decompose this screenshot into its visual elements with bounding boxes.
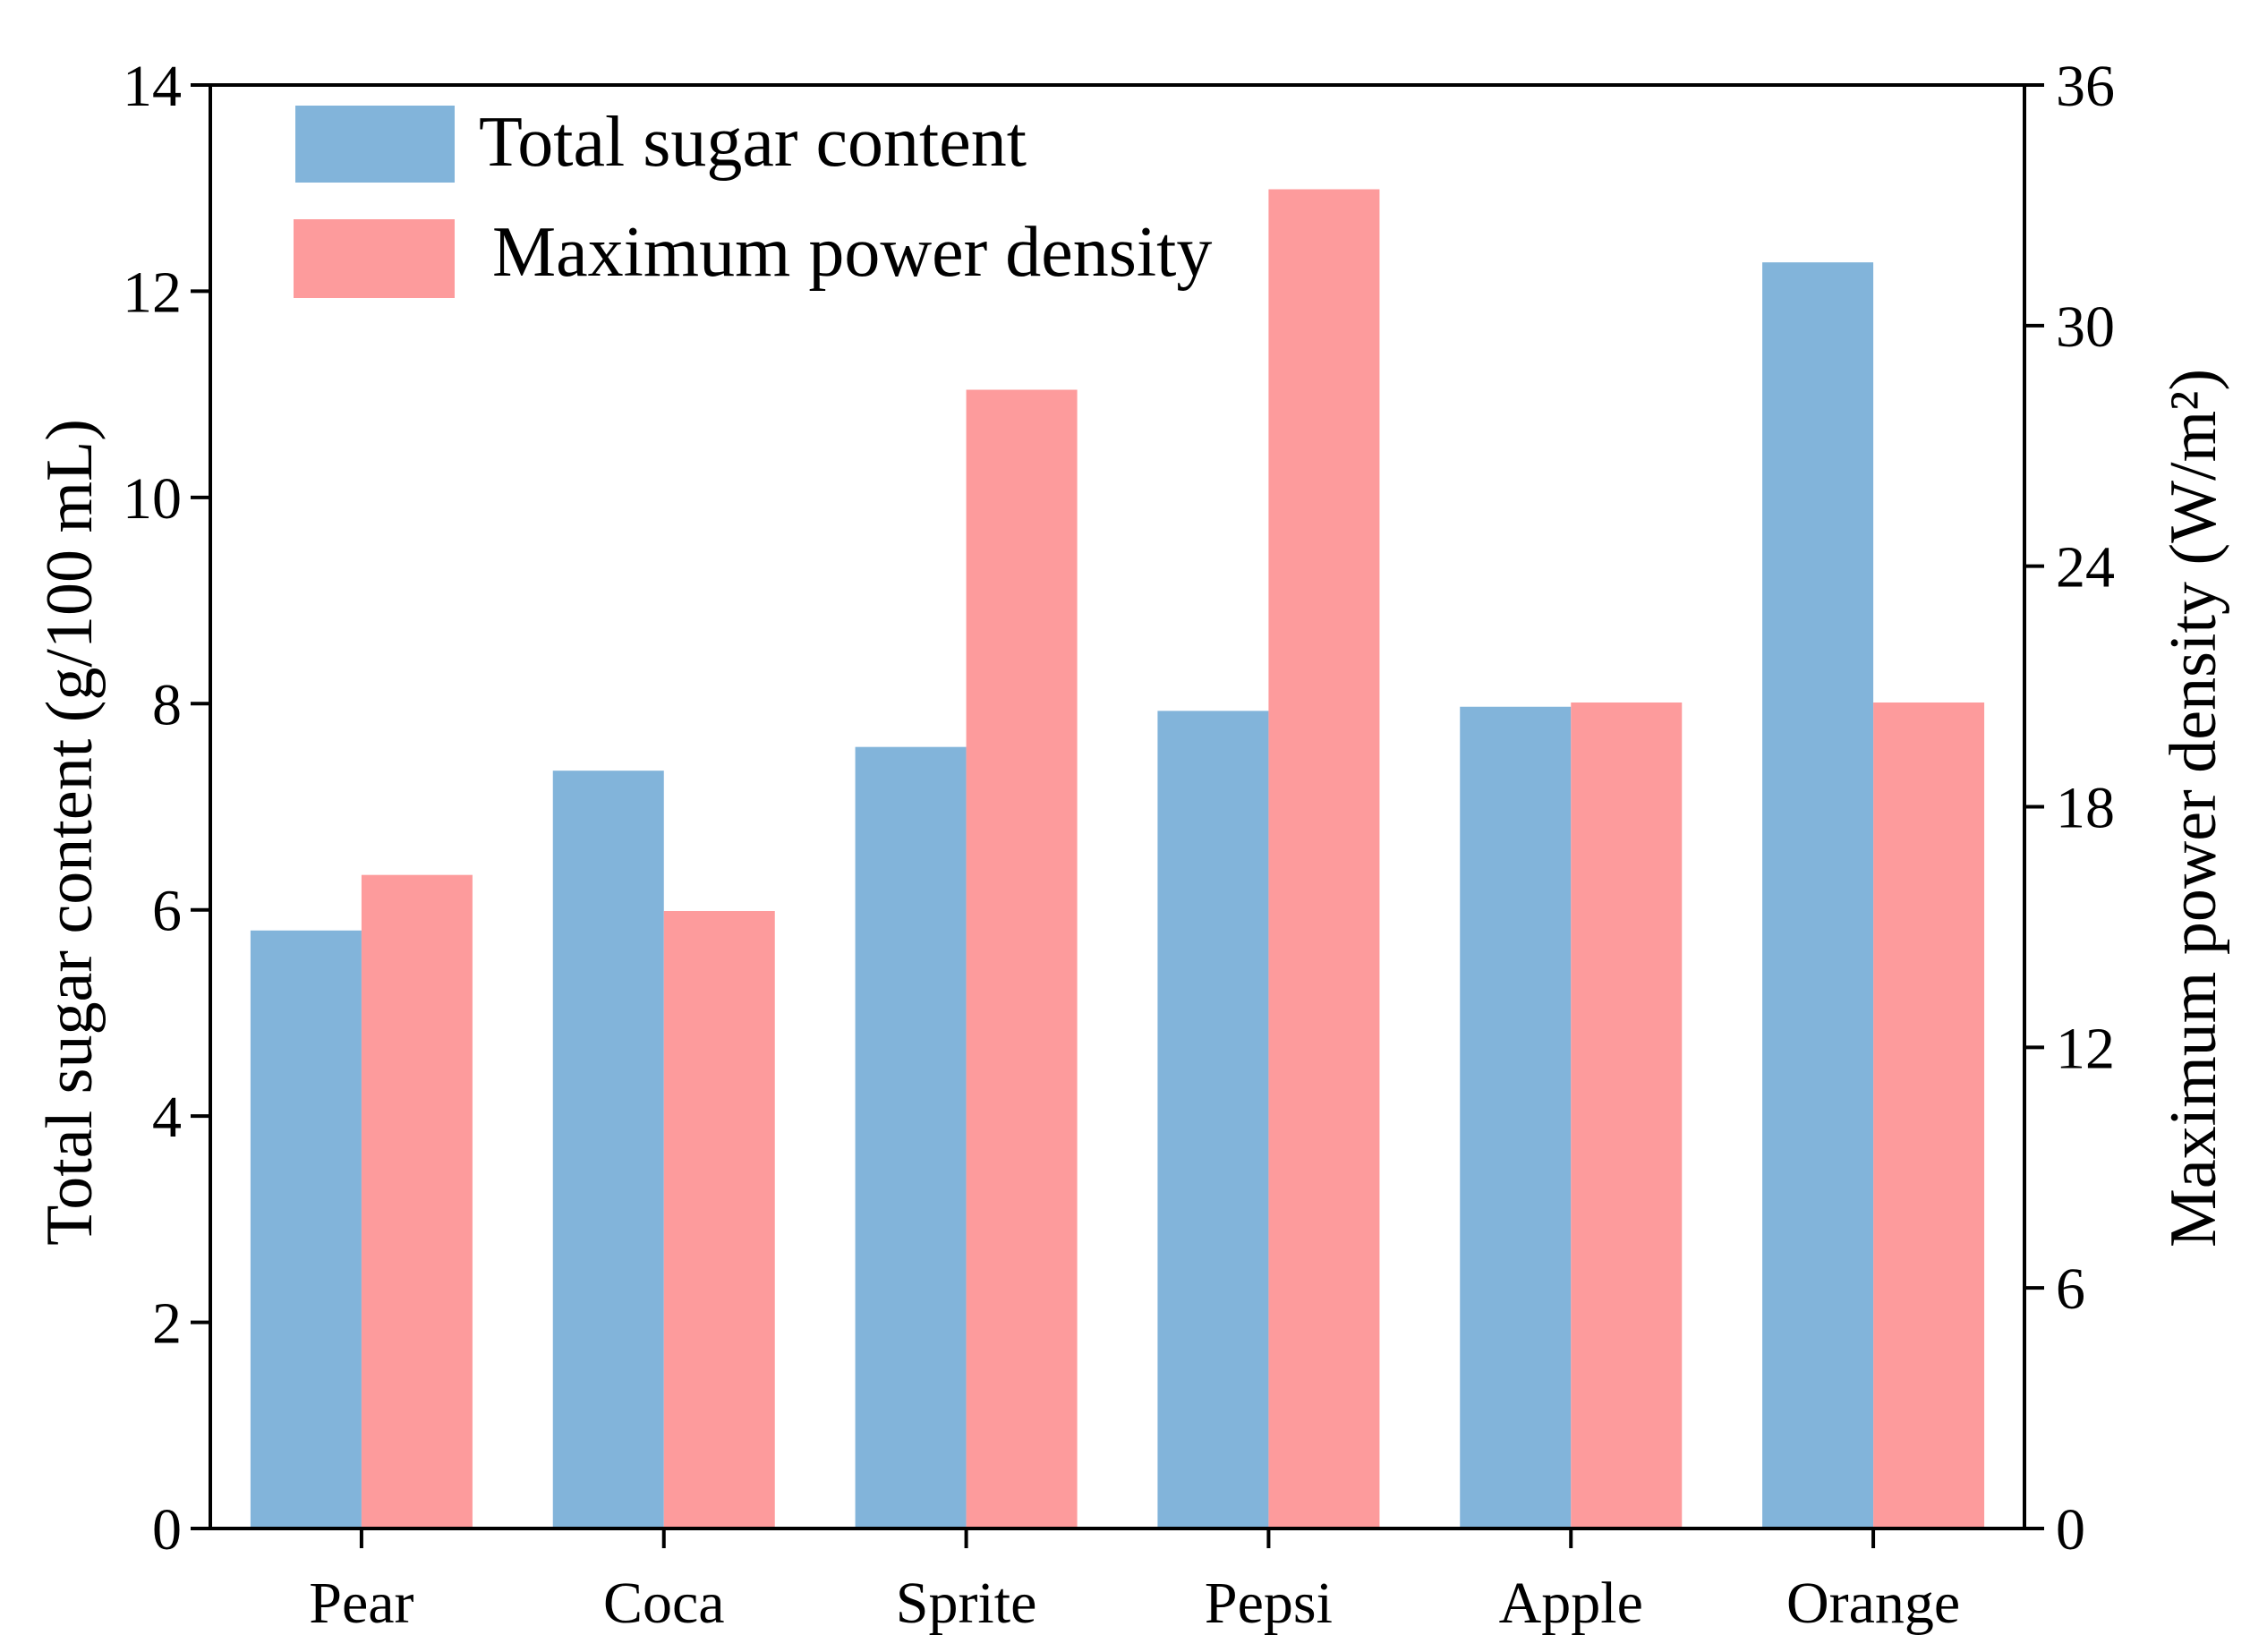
bars-layer bbox=[250, 189, 1985, 1529]
y-tick-label-right: 0 bbox=[2056, 1497, 2085, 1563]
y-tick-label-left: 12 bbox=[123, 260, 182, 325]
legend: Total sugar content Maximum power densit… bbox=[294, 103, 1212, 298]
bar-sugar-apple bbox=[1460, 706, 1572, 1529]
bar-power-sprite bbox=[966, 389, 1078, 1529]
bar-power-apple bbox=[1571, 703, 1683, 1529]
y-tick-label-left: 4 bbox=[152, 1085, 182, 1150]
y-tick-label-left: 2 bbox=[152, 1291, 182, 1357]
x-tick-label-pepsi: Pepsi bbox=[1205, 1571, 1333, 1636]
bar-power-coca bbox=[663, 910, 775, 1529]
bar-sugar-sprite bbox=[855, 746, 967, 1529]
legend-swatch-max-power bbox=[294, 219, 455, 298]
y-axis-title-left: Total sugar content (g/100 mL) bbox=[33, 419, 107, 1246]
y-tick-label-left: 8 bbox=[152, 672, 182, 737]
plot-frame bbox=[209, 83, 2026, 1530]
y-tick-label-right: 24 bbox=[2056, 535, 2115, 600]
x-tick-label-apple: Apple bbox=[1499, 1571, 1643, 1636]
y-tick-label-right: 30 bbox=[2056, 294, 2115, 360]
y-tick-label-right: 18 bbox=[2056, 776, 2115, 841]
x-tick-label-pear: Pear bbox=[309, 1571, 413, 1636]
y-tick-label-left: 6 bbox=[152, 879, 182, 944]
x-tick-label-sprite: Sprite bbox=[896, 1571, 1037, 1636]
x-tick-label-orange: Orange bbox=[1786, 1571, 1960, 1636]
bar-power-orange bbox=[1873, 703, 1985, 1529]
y-tick-label-right: 36 bbox=[2056, 54, 2115, 119]
bar-power-pepsi bbox=[1268, 189, 1380, 1529]
y-tick-label-right: 6 bbox=[2056, 1256, 2085, 1322]
y-tick-label-right: 12 bbox=[2056, 1016, 2115, 1081]
y-tick-label-left: 14 bbox=[123, 54, 182, 119]
y-axis-title-right: Maximum power density (W/m²) bbox=[2157, 369, 2230, 1248]
bar-sugar-pear bbox=[250, 930, 362, 1529]
y-tick-label-left: 0 bbox=[152, 1497, 182, 1563]
legend-label-total-sugar: Total sugar content bbox=[479, 103, 1027, 182]
bar-sugar-coca bbox=[552, 771, 664, 1529]
bar-sugar-orange bbox=[1762, 262, 1874, 1529]
legend-swatch-total-sugar bbox=[295, 106, 455, 183]
legend-label-max-power: Maximum power density bbox=[492, 213, 1212, 292]
y-tick-label-left: 10 bbox=[123, 466, 182, 532]
bar-power-pear bbox=[361, 874, 473, 1529]
bar-sugar-pepsi bbox=[1157, 711, 1269, 1529]
x-tick-label-coca: Coca bbox=[603, 1571, 725, 1636]
